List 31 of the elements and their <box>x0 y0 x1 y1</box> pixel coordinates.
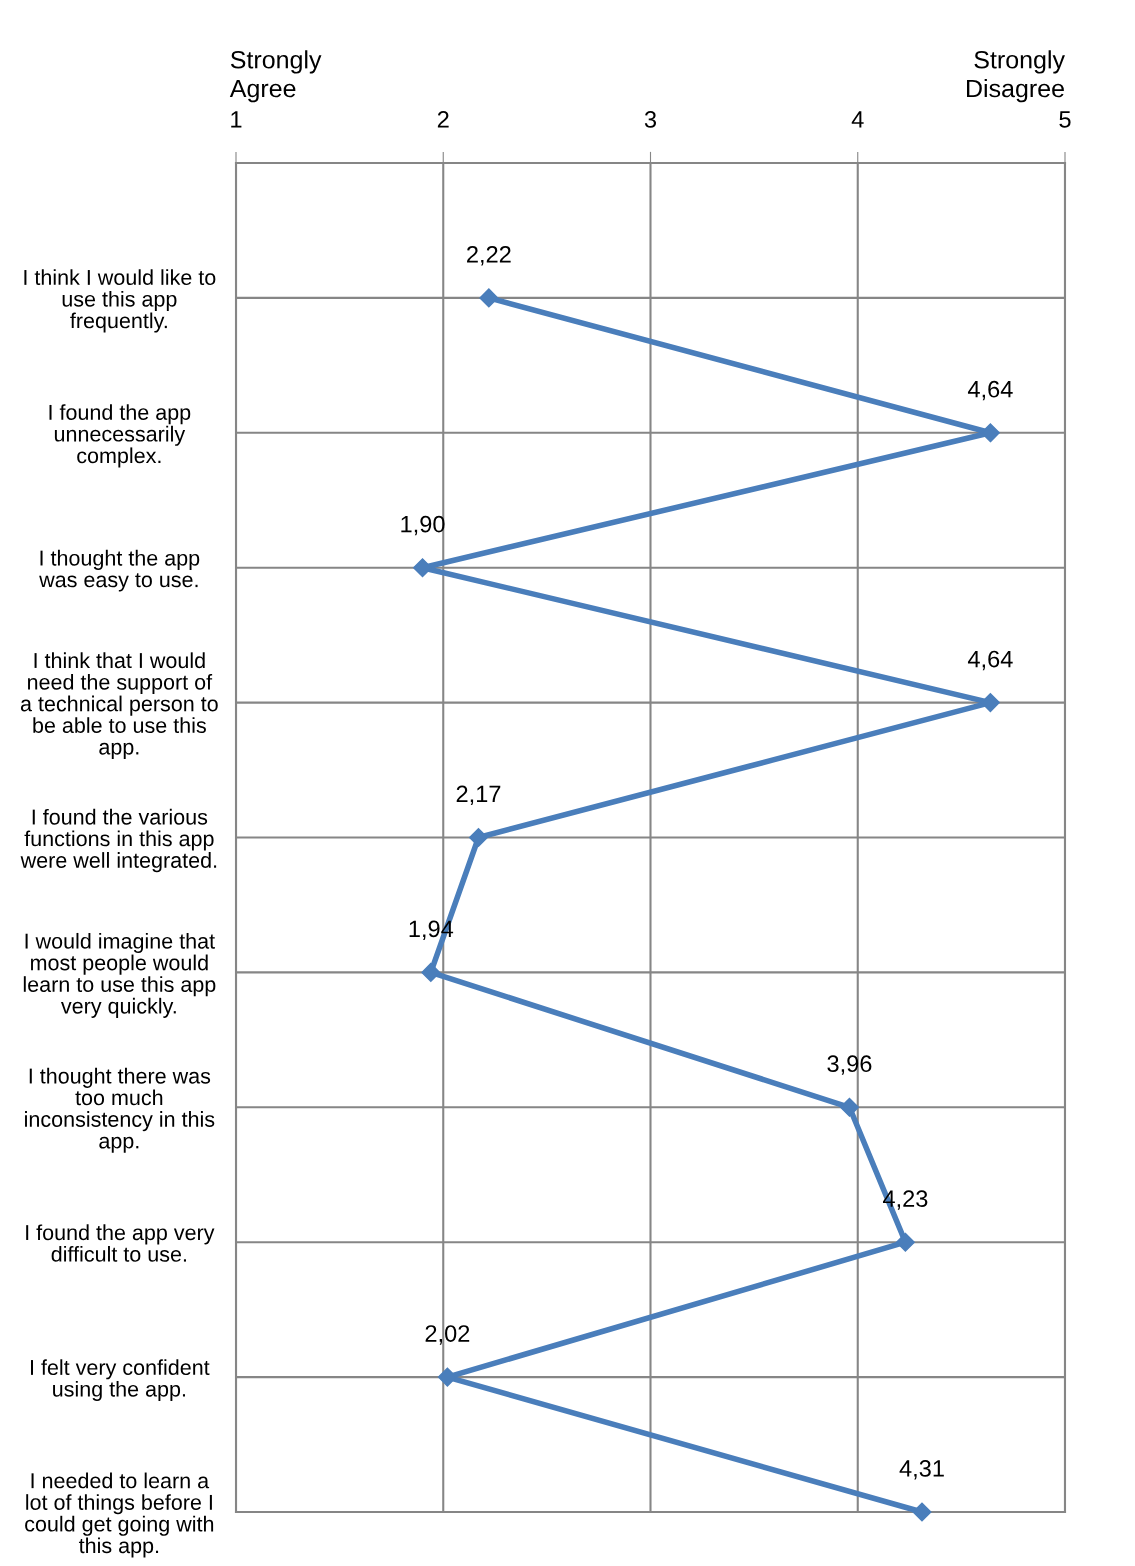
x-tick-label: 3 <box>644 111 657 128</box>
y-tick-label: I felt very confident using the app. <box>30 1359 210 1401</box>
data-label: 2,02 <box>425 1325 470 1345</box>
point <box>839 1097 859 1117</box>
y-tick-label: I found the app very difficult to use. <box>26 1224 215 1262</box>
x-tick-label: 5 <box>1059 111 1071 128</box>
point <box>468 827 489 848</box>
y-tick-label: I think I would like to use this app frequently. <box>24 269 216 333</box>
x-tick-label: 4 <box>851 111 864 128</box>
y-tick-label: I think that I would need the support of a technical person to be able to use this app. <box>20 652 218 759</box>
y-tick-label: I thought the app was easy to use. <box>39 549 200 592</box>
data-label: 2,22 <box>467 245 511 266</box>
point <box>421 962 441 982</box>
data-label: 4,64 <box>967 380 1013 401</box>
point <box>479 288 499 308</box>
data-label: 4,31 <box>899 1460 944 1480</box>
y-tick-label: I would imagine that most people would learn to use this app very quickly. <box>23 932 216 1018</box>
data-label: 2,17 <box>456 785 501 806</box>
text: Strongly Agree <box>229 50 322 103</box>
x-tick-label: 1 <box>231 111 242 128</box>
data-label: 1,90 <box>401 515 445 536</box>
y-tick-label: I needed to learn a lot of things before I could get going with this app. <box>25 1472 214 1558</box>
y-tick-label: I found the app unnecessarily complex. <box>49 404 191 468</box>
y-tick-label: I found the various functions in this app were well integrated. <box>20 808 217 873</box>
x-tick-label: 2 <box>437 111 449 128</box>
text: Strongly Disagree <box>967 50 1065 103</box>
data-label: 4,64 <box>967 650 1013 671</box>
data-label: 3,96 <box>827 1055 872 1075</box>
point <box>895 1232 915 1252</box>
y-tick-label: I thought there was too much inconsistency in this app. <box>25 1067 215 1153</box>
point <box>912 1502 932 1522</box>
